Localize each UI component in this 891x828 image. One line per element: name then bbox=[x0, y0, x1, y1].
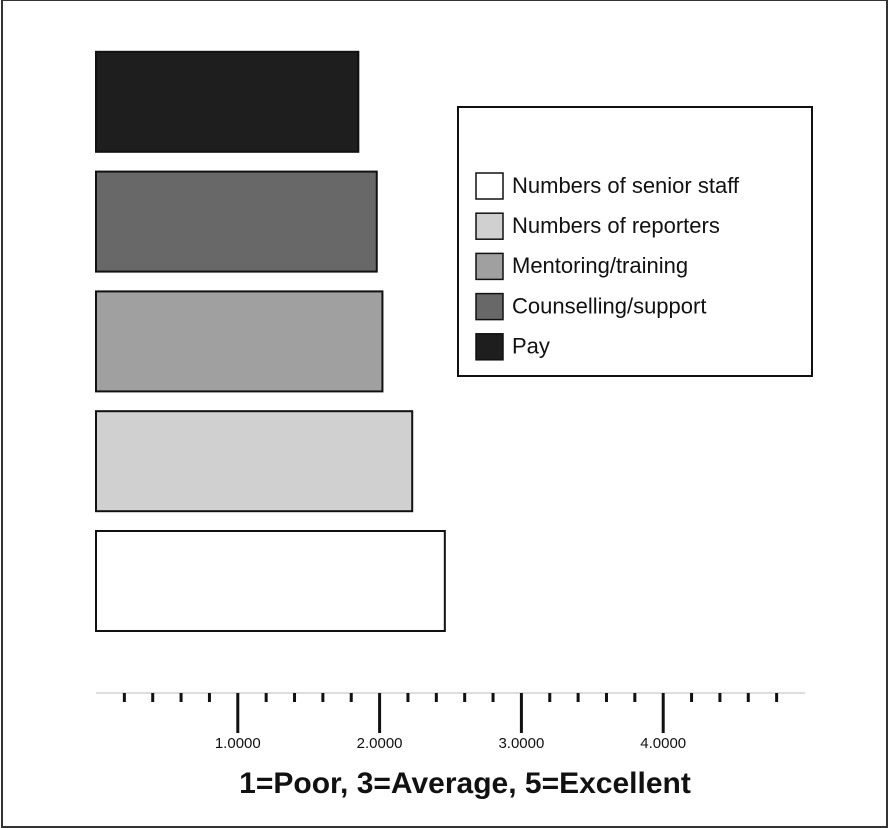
legend-label: Counselling/support bbox=[512, 293, 706, 318]
legend-label: Mentoring/training bbox=[512, 253, 688, 278]
legend-swatch bbox=[475, 172, 504, 200]
bar bbox=[95, 170, 378, 273]
bar bbox=[95, 530, 446, 632]
legend-swatch bbox=[475, 212, 504, 240]
x-tick-label: 4.0000 bbox=[640, 735, 686, 752]
legend-label: Numbers of reporters bbox=[512, 213, 720, 238]
legend-swatch bbox=[475, 252, 504, 281]
bar bbox=[95, 410, 414, 513]
x-axis-title: 1=Poor, 3=Average, 5=Excellent bbox=[239, 767, 691, 800]
bar bbox=[95, 50, 360, 153]
legend-label: Numbers of senior staff bbox=[512, 173, 740, 198]
x-tick-label: 3.0000 bbox=[498, 735, 544, 752]
legend-label: Pay bbox=[512, 334, 550, 359]
legend-box bbox=[457, 106, 813, 377]
x-tick-label: 1.0000 bbox=[215, 735, 261, 752]
x-tick-label: 2.0000 bbox=[357, 735, 403, 752]
legend-swatch bbox=[475, 333, 504, 361]
bar bbox=[95, 290, 384, 393]
legend-swatch bbox=[475, 292, 504, 321]
